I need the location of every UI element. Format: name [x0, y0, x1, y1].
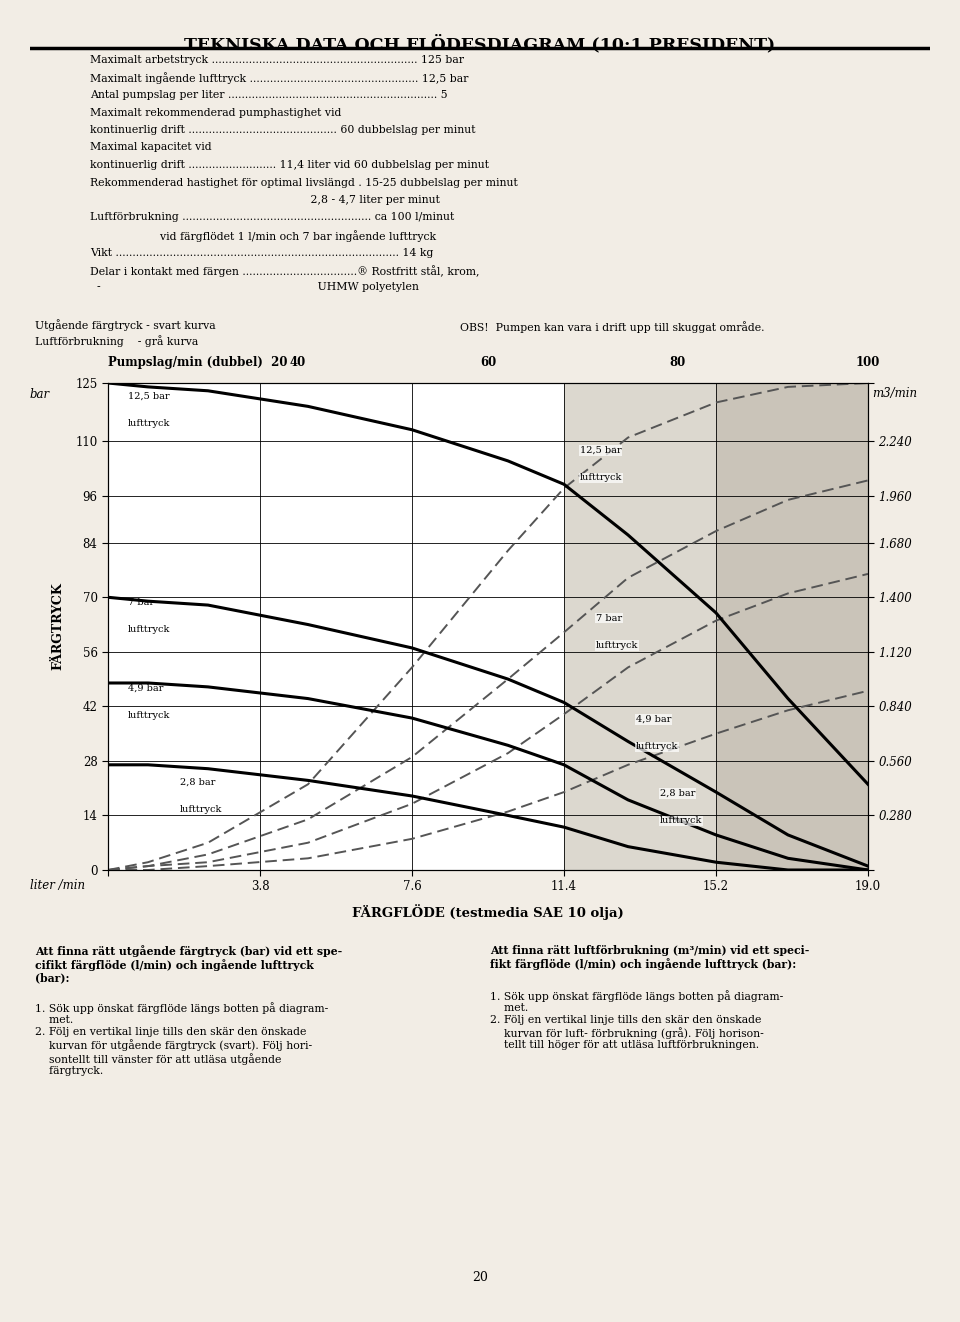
- Text: 40: 40: [290, 356, 306, 369]
- Text: 12,5 bar: 12,5 bar: [580, 446, 622, 455]
- Text: Maximal kapacitet vid: Maximal kapacitet vid: [90, 143, 211, 152]
- Text: lufttryck: lufttryck: [180, 805, 223, 813]
- Text: Att finna rätt luftförbrukning (m³/min) vid ett speci-
fikt färgflöde (l/min) oc: Att finna rätt luftförbrukning (m³/min) …: [490, 945, 809, 970]
- Text: lufttryck: lufttryck: [596, 641, 638, 650]
- Text: Utgående färgtryck - svart kurva: Utgående färgtryck - svart kurva: [35, 319, 216, 330]
- Text: Maximalt ingående lufttryck .................................................. 1: Maximalt ingående lufttryck ............…: [90, 73, 468, 85]
- Text: 2,8 bar: 2,8 bar: [660, 789, 695, 798]
- Text: 12,5 bar: 12,5 bar: [128, 391, 170, 401]
- Text: 2,8 - 4,7 liter per minut: 2,8 - 4,7 liter per minut: [90, 196, 440, 205]
- Text: Rekommenderad hastighet för optimal livslängd . 15-25 dubbelslag per minut: Rekommenderad hastighet för optimal livs…: [90, 177, 517, 188]
- Text: m3/min: m3/min: [872, 387, 917, 401]
- Text: 100: 100: [855, 356, 880, 369]
- Text: 80: 80: [670, 356, 686, 369]
- Text: Att finna rätt utgående färgtryck (bar) vid ett spe-
cifikt färgflöde (l/min) oc: Att finna rätt utgående färgtryck (bar) …: [35, 945, 343, 984]
- Text: lufttryck: lufttryck: [128, 625, 170, 635]
- Text: Antal pumpslag per liter .......................................................: Antal pumpslag per liter ...............…: [90, 90, 447, 100]
- Text: 4,9 bar: 4,9 bar: [636, 715, 671, 724]
- Text: lufttryck: lufttryck: [636, 742, 679, 751]
- Text: 1. Sök upp önskat färgflöde längs botten på diagram-
    met.
2. Följ en vertika: 1. Sök upp önskat färgflöde längs botten…: [490, 990, 783, 1051]
- Text: Delar i kontakt med färgen ..................................® Rostfritt stål, k: Delar i kontakt med färgen .............…: [90, 264, 479, 276]
- Text: lufttryck: lufttryck: [128, 711, 170, 720]
- Text: lufttryck: lufttryck: [128, 419, 170, 428]
- Text: OBS!  Pumpen kan vara i drift upp till skuggat område.: OBS! Pumpen kan vara i drift upp till sk…: [460, 321, 764, 333]
- Text: -                                                              UHMW polyetylen: - UHMW polyetylen: [90, 283, 419, 292]
- Text: 2,8 bar: 2,8 bar: [180, 777, 215, 787]
- Text: FÄRGFLÖDE (testmedia SAE 10 olja): FÄRGFLÖDE (testmedia SAE 10 olja): [352, 904, 624, 920]
- Text: 20: 20: [472, 1270, 488, 1284]
- Bar: [716, 383, 868, 870]
- Text: 1. Sök upp önskat färgflöde längs botten på diagram-
    met.
2. Följ en vertika: 1. Sök upp önskat färgflöde längs botten…: [35, 1002, 328, 1076]
- Text: 7 bar: 7 bar: [596, 613, 622, 623]
- Text: 7 bar: 7 bar: [128, 598, 155, 607]
- Text: kontinuerlig drift ............................................ 60 dubbelslag pe: kontinuerlig drift .....................…: [90, 126, 475, 135]
- Text: lufttryck: lufttryck: [580, 473, 622, 483]
- Text: TEKNISKA DATA OCH FLÖDESDIAGRAM (10:1 PRESIDENT): TEKNISKA DATA OCH FLÖDESDIAGRAM (10:1 PR…: [184, 34, 776, 54]
- Text: Maximalt arbetstryck ...........................................................: Maximalt arbetstryck ...................…: [90, 56, 464, 65]
- Text: Luftförbrukning ........................................................ ca 100 : Luftförbrukning ........................…: [90, 213, 454, 222]
- Text: bar: bar: [30, 387, 50, 401]
- Text: Luftförbrukning    - grå kurva: Luftförbrukning - grå kurva: [35, 334, 199, 346]
- Text: Vikt ...........................................................................: Vikt ...................................…: [90, 247, 433, 258]
- Text: kontinuerlig drift .......................... 11,4 liter vid 60 dubbelslag per m: kontinuerlig drift .....................…: [90, 160, 489, 171]
- Text: Pumpslag/min (dubbel)  20: Pumpslag/min (dubbel) 20: [108, 356, 287, 369]
- Text: vid färgflödet 1 l/min och 7 bar ingående lufttryck: vid färgflödet 1 l/min och 7 bar ingåend…: [90, 230, 436, 242]
- Text: lufttryck: lufttryck: [660, 816, 703, 825]
- Text: FÄRGTRYCK: FÄRGTRYCK: [51, 583, 64, 670]
- Text: 60: 60: [480, 356, 496, 369]
- Bar: [564, 383, 868, 870]
- Text: liter /min: liter /min: [30, 879, 85, 891]
- Text: 4,9 bar: 4,9 bar: [128, 683, 163, 693]
- Text: Maximalt rekommenderad pumphastighet vid: Maximalt rekommenderad pumphastighet vid: [90, 107, 342, 118]
